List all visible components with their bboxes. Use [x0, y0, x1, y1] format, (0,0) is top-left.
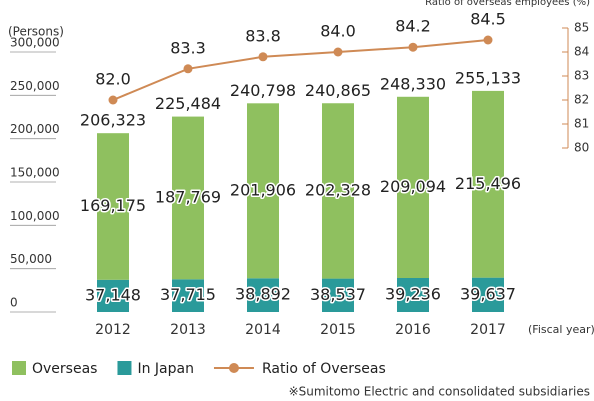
y2-tick-label: 81 [574, 117, 589, 131]
point [108, 95, 118, 105]
point [183, 64, 193, 74]
data-label: 83.8 [245, 26, 281, 45]
bar-segment [472, 90, 504, 278]
bar-segment [172, 279, 204, 312]
data-label: 84.0 [320, 22, 356, 41]
legend-swatch [117, 361, 132, 375]
y-tick-label: 300,000 [10, 36, 60, 50]
data-label: 83.3 [170, 38, 206, 57]
data-label: 169,175 [80, 196, 146, 215]
x-tick-label: 2017 [470, 322, 506, 338]
legend-label: Overseas [32, 361, 97, 377]
x-tick-label: 2015 [320, 322, 356, 338]
bar-segment [472, 277, 504, 312]
bar-segment [97, 279, 129, 312]
bar-segment [247, 278, 279, 312]
data-label: 201,906 [230, 180, 296, 199]
y-tick-label: 150,000 [10, 166, 60, 180]
data-label: 84.2 [395, 17, 431, 36]
point [483, 35, 493, 45]
bar-segment [172, 116, 204, 280]
total-label: 240,798 [230, 81, 296, 100]
data-label: 215,496 [455, 174, 521, 193]
total-label: 225,484 [155, 94, 221, 113]
total-label: 240,865 [305, 81, 371, 100]
y-tick-label: 100,000 [10, 209, 60, 223]
y-tick-label: 200,000 [10, 122, 60, 136]
data-label: 39,637 [460, 284, 516, 303]
legend-label: In Japan [137, 361, 194, 377]
x-tick-label: 2012 [95, 322, 131, 338]
y-axis-label: (Persons) [8, 25, 64, 39]
y2-tick-label: 82 [574, 93, 589, 107]
data-label: 37,715 [160, 285, 216, 304]
x-axis-label: (Fiscal year) [528, 323, 594, 336]
data-label: 187,769 [155, 187, 221, 206]
point [333, 47, 343, 57]
y2-tick-label: 84 [574, 45, 589, 59]
bar-segment [322, 103, 354, 279]
data-label: 82.0 [95, 70, 131, 89]
y-tick-label: 50,000 [10, 252, 52, 266]
total-label: 206,323 [80, 111, 146, 130]
y2-tick-label: 85 [574, 21, 589, 35]
y2-axis-label: Ratio of overseas employees (%) [425, 0, 590, 8]
total-label: 248,330 [380, 74, 446, 93]
x-tick-label: 2013 [170, 322, 206, 338]
data-label: 39,236 [385, 284, 441, 303]
bar-segment [397, 277, 429, 312]
legend-label: Ratio of Overseas [262, 361, 386, 377]
data-label: 38,892 [235, 285, 291, 304]
y2-tick-label: 80 [574, 141, 589, 155]
y-tick-label: 0 [10, 296, 18, 310]
y-tick-label: 250,000 [10, 79, 60, 93]
point [408, 42, 418, 52]
bar-segment [397, 96, 429, 278]
bar-segment [97, 133, 129, 280]
data-label: 202,328 [305, 180, 371, 199]
x-tick-label: 2016 [395, 322, 431, 338]
y2-tick-label: 83 [574, 69, 589, 83]
legend-swatch [12, 361, 26, 375]
bar-segment [322, 278, 354, 312]
data-label: 209,094 [380, 177, 446, 196]
point [258, 52, 268, 62]
total-label: 255,133 [455, 68, 521, 87]
legend-marker [228, 363, 239, 373]
data-label: 38,537 [310, 285, 366, 304]
x-tick-label: 2014 [245, 322, 281, 338]
data-label: 37,148 [85, 285, 141, 304]
data-label: 84.5 [470, 10, 506, 29]
note: ※Sumitomo Electric and consolidated subs… [289, 385, 590, 399]
line [112, 39, 489, 101]
bar-segment [247, 103, 279, 279]
